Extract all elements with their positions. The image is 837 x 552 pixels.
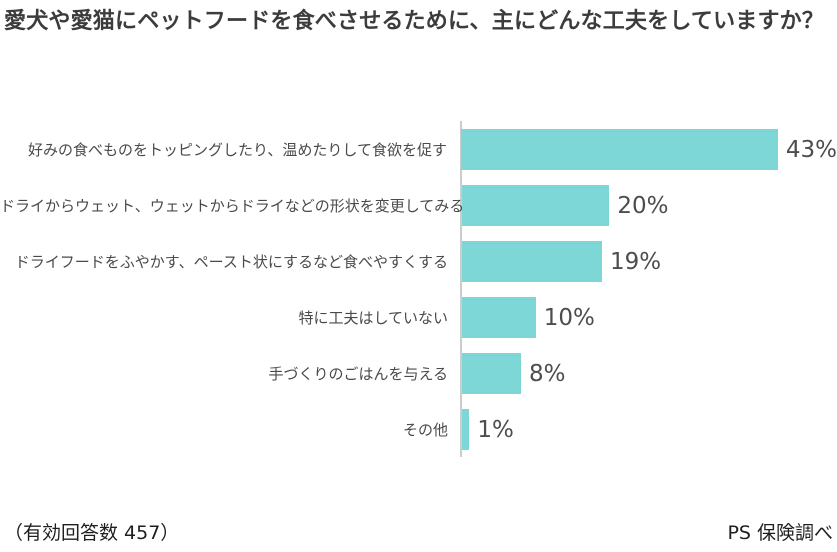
axis-line	[460, 121, 462, 457]
chart-title: 愛犬や愛猫にペットフードを食べさせるために、主にどんな工夫をしていますか？	[4, 9, 825, 34]
chart-rows: 好みの食べものをトッピングしたり、温めたりして食欲を促す 43% ドライからウェ…	[0, 129, 837, 465]
chart-row: 特に工夫はしていない 10%	[0, 297, 837, 338]
category-label: 特に工夫はしていない	[298, 309, 448, 327]
category-label: 好みの食べものをトッピングしたり、温めたりして食欲を促す	[28, 141, 447, 159]
bar	[460, 129, 778, 170]
category-label: その他	[402, 421, 448, 439]
category-label: ドライからウェット、ウェットからドライなどの形状を変更してみる	[0, 197, 465, 215]
bar-wrap: 43%	[460, 129, 837, 170]
bar-wrap: 8%	[462, 353, 566, 394]
chart-row: 好みの食べものをトッピングしたり、温めたりして食欲を促す 43%	[0, 129, 837, 170]
value-label: 43%	[785, 136, 837, 163]
bar	[462, 185, 610, 226]
value-label: 10%	[543, 304, 595, 331]
bar	[462, 297, 536, 338]
category-label: ドライフードをふやかす、ペースト状にするなど食べやすくする	[14, 253, 448, 271]
bar	[462, 241, 602, 282]
sample-size-note: （有効回答数 457）	[4, 522, 180, 544]
chart-row: その他 1%	[0, 409, 837, 450]
chart-footer: （有効回答数 457） PS 保険調べ	[4, 518, 833, 545]
bar-wrap: 1%	[462, 409, 514, 450]
chart-row: ドライフードをふやかす、ペースト状にするなど食べやすくする 19%	[0, 241, 837, 282]
bar	[462, 353, 521, 394]
chart-row: 手づくりのごはんを与える 8%	[0, 353, 837, 394]
chart-row: ドライからウェット、ウェットからドライなどの形状を変更してみる 20%	[0, 185, 837, 226]
bar-wrap: 20%	[462, 185, 669, 226]
value-label: 20%	[617, 192, 669, 219]
value-label: 8%	[529, 360, 566, 387]
bar-chart: 好みの食べものをトッピングしたり、温めたりして食欲を促す 43% ドライからウェ…	[0, 121, 837, 466]
bar-wrap: 19%	[462, 241, 661, 282]
source-credit: PS 保険調べ	[727, 522, 833, 544]
bar-wrap: 10%	[462, 297, 595, 338]
value-label: 19%	[610, 248, 662, 275]
value-label: 1%	[477, 416, 514, 443]
bar	[462, 409, 470, 450]
category-label: 手づくりのごはんを与える	[268, 365, 448, 383]
